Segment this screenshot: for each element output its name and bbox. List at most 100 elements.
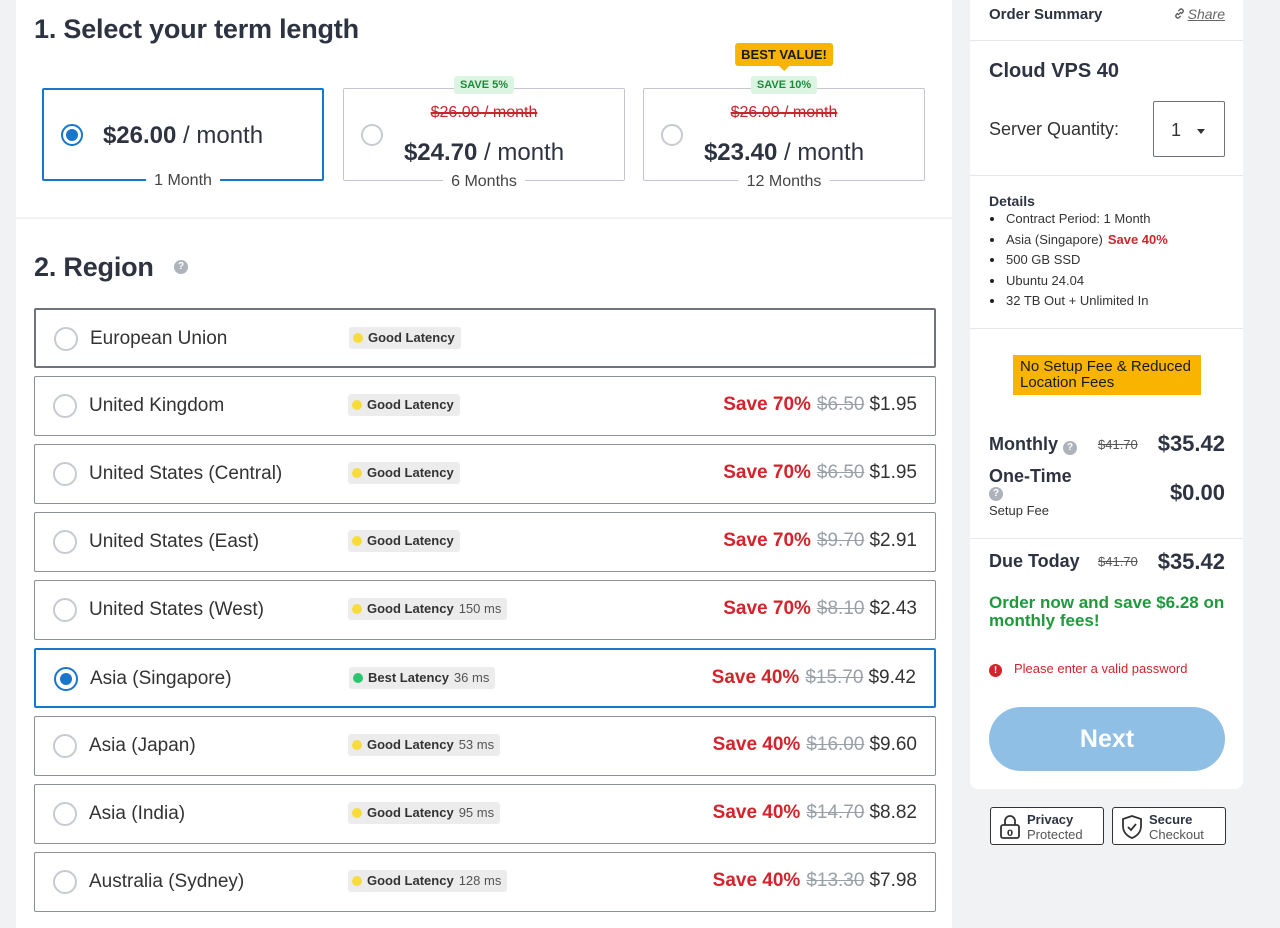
region-radio[interactable]	[53, 598, 77, 622]
region-option[interactable]: Asia (Singapore) Best Latency 36 ms Save 40…	[34, 648, 936, 708]
region-name: Australia (Sydney)	[89, 871, 245, 892]
question-circle-icon[interactable]: ?	[989, 487, 1003, 501]
svg-text:0: 0	[1007, 829, 1013, 839]
detail-save-highlight: Save 40%	[1107, 231, 1168, 247]
region-option[interactable]: United States (West) Good Latency 150 ms Sa…	[34, 580, 936, 640]
share-link[interactable]: Share	[1173, 6, 1225, 22]
latency-label: Good Latency	[368, 330, 455, 345]
privacy-title: Privacy	[1027, 812, 1074, 827]
question-circle-icon[interactable]: ?	[1063, 441, 1078, 455]
new-price: $9.42	[868, 667, 916, 688]
region-option[interactable]: United Kingdom Good Latency Save 70% $6.50 $…	[34, 376, 936, 436]
best-value-badge: BEST VALUE!	[735, 43, 833, 71]
region-radio[interactable]	[53, 802, 77, 826]
save-badge: SAVE 5%	[453, 76, 515, 94]
region-name: Asia (Japan)	[89, 735, 196, 756]
term-option-12-months[interactable]: BEST VALUE! SAVE 10% $26.00 / month $23.…	[643, 43, 925, 191]
latency-dot-icon	[353, 333, 363, 343]
latency-ms: 36 ms	[453, 670, 490, 685]
latency-label: Good Latency	[367, 805, 454, 820]
term-price: $26.00 / month	[102, 122, 264, 149]
save-label: Save 70%	[723, 530, 811, 551]
monthly-label: Monthly ?	[989, 434, 1078, 455]
term-section-title: 1. Select your term length	[34, 14, 359, 44]
caret-down-icon	[1197, 129, 1205, 134]
save-badge: SAVE 10%	[750, 76, 818, 94]
region-radio[interactable]	[53, 530, 77, 554]
term-option-1-month[interactable]: $26.00 / month 1 Month	[42, 88, 324, 190]
quantity-select[interactable]: 1	[1153, 101, 1225, 157]
region-radio[interactable]	[53, 462, 77, 486]
term-radio-1-month[interactable]	[61, 124, 83, 146]
region-option[interactable]: European Union Good Latency	[34, 308, 936, 368]
region-radio[interactable]	[54, 667, 78, 691]
old-price: $15.70	[805, 667, 864, 688]
privacy-badge: 0 Privacy Protected	[990, 807, 1104, 845]
region-name: United States (East)	[89, 531, 260, 552]
term-option-6-months[interactable]: SAVE 5% $26.00 / month $24.70 / month 6 …	[343, 76, 625, 191]
region-price: Save 70% $6.50 $1.95	[723, 394, 917, 416]
region-radio[interactable]	[53, 734, 77, 758]
save-label: Save 70%	[723, 394, 811, 415]
next-button[interactable]: Next	[989, 707, 1225, 771]
latency-badge: Good Latency 128 ms	[348, 870, 508, 892]
save-label: Save 40%	[712, 870, 801, 891]
detail-item: 32 TB Out + Unlimited In	[989, 291, 1168, 312]
region-price: Save 70% $9.70 $2.91	[723, 530, 917, 552]
region-option[interactable]: United States (East) Good Latency Save 70%…	[34, 512, 936, 572]
setup-fee-price: $0.00	[1169, 480, 1225, 505]
latency-ms: 128 ms	[458, 873, 502, 888]
order-summary: Order Summary Share Cloud VPS 40 Server …	[970, 0, 1243, 789]
old-price: $6.50	[816, 394, 865, 415]
question-circle-icon[interactable]: ?	[174, 260, 188, 274]
onetime-label: One-Time	[989, 466, 1072, 486]
monthly-old-price: $41.70	[1098, 437, 1138, 452]
details-title: Details	[989, 193, 1035, 209]
savings-message: Order now and save $6.28 on monthly fees…	[989, 593, 1225, 630]
latency-label: Best Latency	[368, 670, 449, 685]
region-name: United States (Central)	[89, 463, 283, 484]
region-radio[interactable]	[53, 870, 77, 894]
region-section: 2. Region ? European Union Good Latency Un…	[16, 219, 952, 928]
old-price: $13.30	[806, 870, 865, 891]
detail-item: Asia (Singapore) Save 40%	[989, 230, 1168, 251]
region-option[interactable]: United States (Central) Good Latency Save …	[34, 444, 936, 504]
details-list: Contract Period: 1 Month Asia (Singapore…	[989, 209, 1168, 312]
latency-dot-icon	[352, 876, 362, 886]
region-radio[interactable]	[53, 394, 77, 418]
latency-ms: 95 ms	[458, 805, 495, 820]
latency-ms: 150 ms	[458, 601, 502, 616]
promo-banner: No Setup Fee & Reduced Location Fees	[1013, 355, 1201, 395]
shield-check-icon	[1122, 815, 1142, 839]
latency-dot-icon	[353, 673, 363, 683]
latency-dot-icon	[352, 400, 362, 410]
term-radio-12-months[interactable]	[661, 124, 683, 146]
region-radio[interactable]	[54, 327, 78, 351]
region-option[interactable]: Asia (India) Good Latency 95 ms Save 40% $14…	[34, 784, 936, 844]
region-price: Save 40% $13.30 $7.98	[713, 870, 917, 892]
error-icon: !	[989, 664, 1002, 677]
latency-badge: Good Latency	[348, 530, 460, 552]
latency-dot-icon	[352, 808, 362, 818]
region-name: Asia (India)	[89, 803, 186, 824]
latency-dot-icon	[352, 604, 362, 614]
quantity-label: Server Quantity:	[989, 119, 1120, 139]
detail-item: Contract Period: 1 Month	[989, 209, 1168, 230]
latency-badge: Good Latency 53 ms	[348, 734, 501, 756]
term-radio-6-months[interactable]	[361, 124, 383, 146]
latency-label: Good Latency	[367, 533, 454, 548]
region-price: Save 40% $14.70 $8.82	[713, 802, 917, 824]
region-option[interactable]: Asia (Japan) Good Latency 53 ms Save 40% $16…	[34, 716, 936, 776]
setup-fee-label: Setup Fee	[989, 503, 1049, 518]
region-name: United States (West)	[89, 599, 264, 620]
secure-title: Secure	[1149, 812, 1193, 827]
region-option[interactable]: Australia (Sydney) Good Latency 128 ms Save…	[34, 852, 936, 912]
detail-item: 500 GB SSD	[989, 250, 1168, 271]
latency-dot-icon	[352, 740, 362, 750]
new-price: $9.60	[869, 734, 917, 755]
old-price: $14.70	[806, 802, 865, 823]
latency-ms: 53 ms	[458, 737, 495, 752]
new-price: $2.43	[869, 598, 917, 619]
region-name: European Union	[90, 328, 228, 349]
secure-checkout-badge: Secure Checkout	[1112, 807, 1226, 845]
